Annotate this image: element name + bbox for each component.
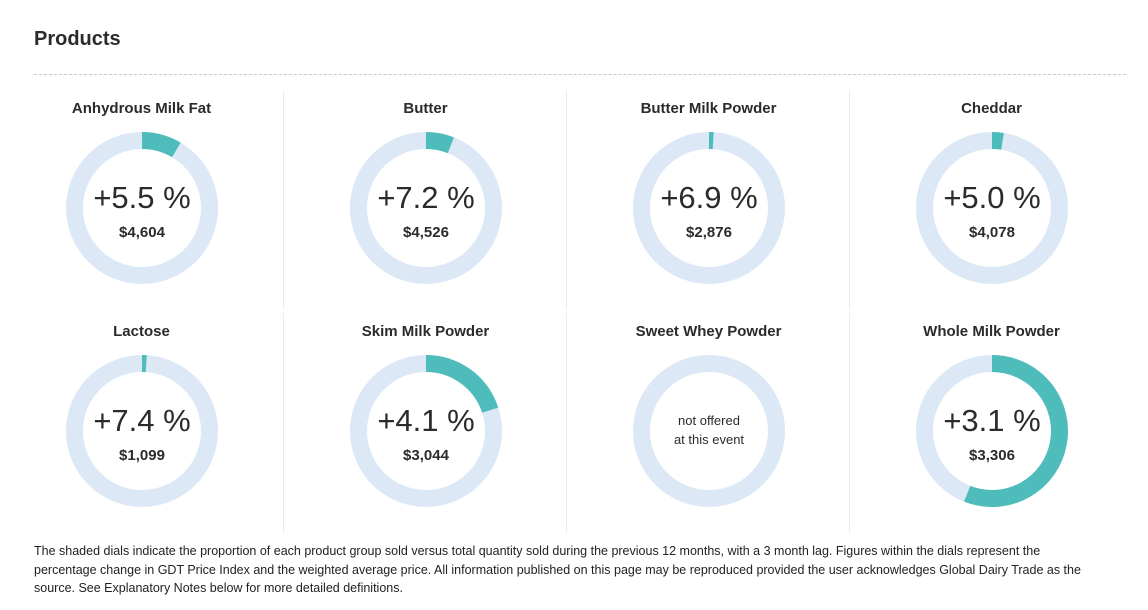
product-name: Butter Milk Powder [640, 100, 777, 117]
product-name: Whole Milk Powder [923, 323, 1060, 340]
dial-share-arc [425, 132, 454, 154]
product-name: Cheddar [961, 100, 1022, 117]
product-card: Skim Milk Powder +4.1 % $3,044 [283, 313, 567, 533]
dial-track [916, 132, 1068, 284]
product-card: Anhydrous Milk Fat +5.5 % $4,604 [0, 90, 283, 310]
proportion-dial [66, 355, 218, 507]
dial-share-arc [991, 132, 1004, 150]
dial-track [633, 355, 785, 507]
product-card: Lactose +7.4 % $1,099 [0, 313, 283, 533]
dial-track [66, 355, 218, 507]
product-name: Skim Milk Powder [361, 323, 490, 340]
proportion-dial [916, 132, 1068, 284]
product-card: Sweet Whey Powder not offered at this eve… [566, 313, 850, 533]
product-name: Lactose [113, 323, 170, 340]
page-title: Products [34, 28, 121, 50]
divider [34, 74, 1126, 75]
product-name: Butter [403, 100, 448, 117]
dial-track [66, 132, 218, 284]
dial-track [633, 132, 785, 284]
proportion-dial [350, 132, 502, 284]
footnote: The shaded dials indicate the proportion… [34, 544, 1081, 595]
proportion-dial [633, 355, 785, 507]
dial-share-arc [425, 355, 499, 414]
product-name: Sweet Whey Powder [635, 323, 782, 340]
dial-share-arc [964, 355, 1068, 507]
product-card: Butter +7.2 % $4,526 [283, 90, 567, 310]
dial-track [350, 132, 502, 284]
product-name: Anhydrous Milk Fat [71, 100, 212, 117]
proportion-dial [916, 355, 1068, 507]
dial-share-arc [141, 132, 181, 158]
proportion-dial [66, 132, 218, 284]
proportion-dial [633, 132, 785, 284]
product-card: Butter Milk Powder +6.9 % $2,876 [566, 90, 850, 310]
product-card: Whole Milk Powder +3.1 % $3,306 [849, 313, 1133, 533]
proportion-dial [350, 355, 502, 507]
product-card: Cheddar +5.0 % $4,078 [849, 90, 1133, 310]
